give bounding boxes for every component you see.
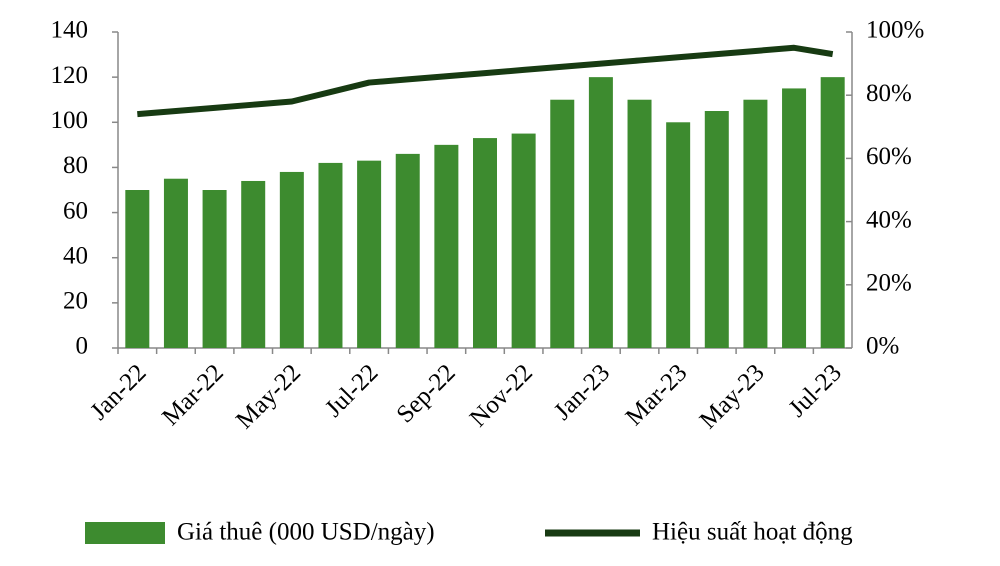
x-tick-label: Jul-23 [784,359,847,422]
bar [395,153,420,348]
bar [820,77,845,349]
y2-tick-label: 60% [866,143,912,170]
y2-tick-label: 80% [866,80,912,107]
bar [125,190,150,348]
y-tick-label: 40 [63,242,88,269]
x-tick-label: Mar-22 [157,359,229,431]
x-tick-label: Mar-23 [621,359,693,431]
bar [473,138,497,348]
y2-tick-label: 0% [866,333,899,360]
y-tick-label: 0 [76,333,89,360]
bar [588,77,613,349]
y-tick-label: 100 [51,107,89,134]
x-tick-label: Nov-22 [465,359,538,432]
bar [163,178,188,348]
legend-label: Giá thuê (000 USD/ngày) [177,519,435,546]
bar [550,99,575,348]
y-tick-label: 80 [63,152,88,179]
line [137,44,834,118]
legend-swatch [85,522,165,544]
bar [782,88,807,348]
bar [241,180,266,348]
x-tick-label: Jul-22 [320,359,383,422]
y2-tick-label: 100% [866,17,924,44]
x-tick-label: Jan-23 [549,359,615,425]
bar [511,133,536,348]
y-tick-label: 120 [51,62,89,89]
y2-tick-label: 20% [866,270,912,297]
bar [743,99,768,348]
bar [627,99,652,348]
bar [434,144,459,348]
x-tick-label: May-22 [231,359,306,434]
bar [666,122,691,349]
bar [279,171,304,348]
y2-tick-label: 40% [866,206,912,233]
bar [318,162,343,348]
y-tick-label: 140 [51,17,89,44]
y-tick-label: 20 [63,288,88,315]
x-tick-label: May-23 [695,359,770,434]
bar [704,111,729,348]
y-tick-label: 60 [63,197,88,224]
bar [357,160,382,348]
bar [202,190,227,348]
legend-label: Hiệu suất hoạt động [652,519,853,546]
x-tick-label: Sep-22 [391,359,460,428]
x-tick-label: Jan-22 [85,359,151,425]
